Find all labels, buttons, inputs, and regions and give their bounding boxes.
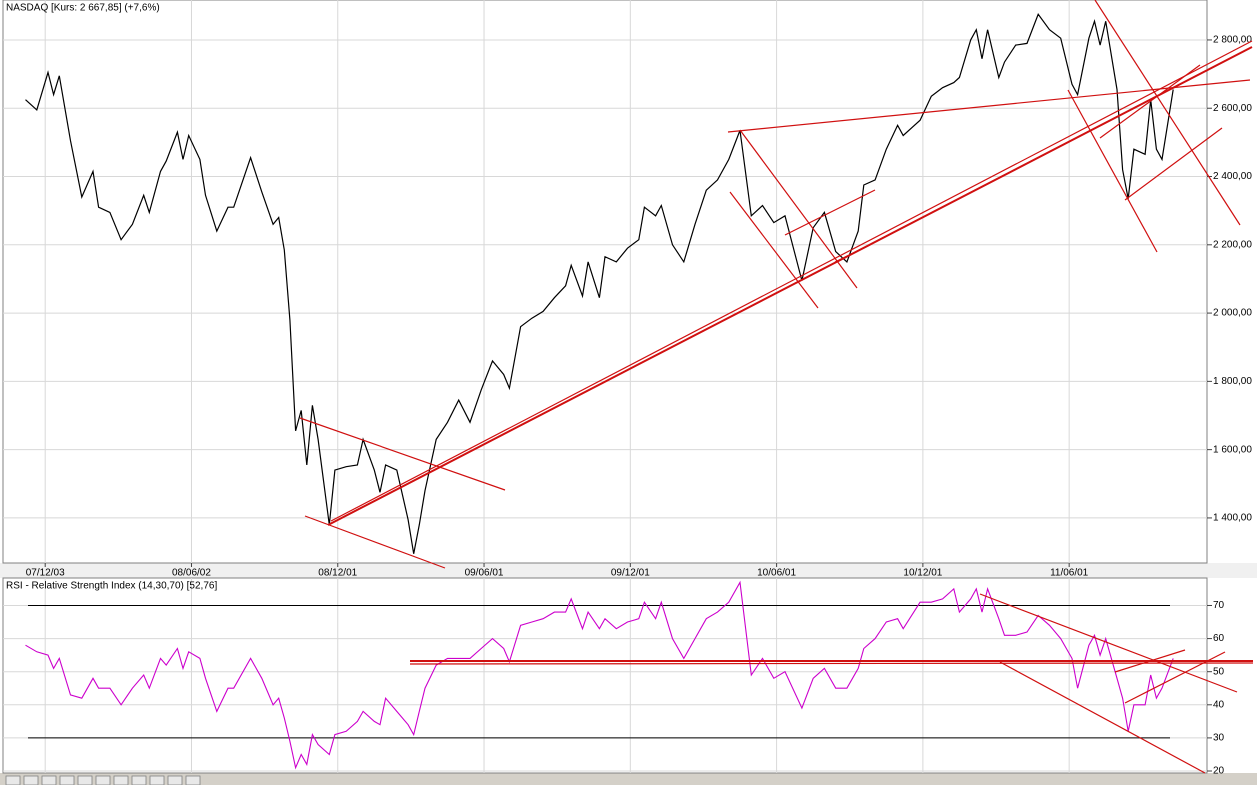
x-tick-label: 11/06/01 [1050,568,1089,579]
trend-line [979,593,1238,693]
tab[interactable] [131,775,147,785]
y-tick-label: 30 [1213,733,1225,744]
tab[interactable] [167,775,183,785]
chart-title: RSI - Relative Strength Index (14,30,70)… [6,581,217,592]
tab[interactable] [113,775,129,785]
y-tick-label: 1 600,00 [1213,444,1252,455]
plot-area [2,0,1208,564]
status-bar [0,773,1257,785]
tab[interactable] [185,775,201,785]
trend-line [1124,127,1223,201]
trend-line [729,191,819,309]
y-tick-label: 2 400,00 [1213,171,1252,182]
tab[interactable] [5,775,21,785]
tab[interactable] [77,775,93,785]
price-line [25,13,1174,554]
x-tick-label: 10/12/01 [903,568,942,579]
y-tick-label: 60 [1213,633,1225,644]
trend-line [739,129,858,289]
trend-line [1099,64,1201,139]
trend-line [1094,0,1241,226]
y-tick-label: 2 200,00 [1213,239,1252,250]
trend-line [330,40,1253,522]
date-strip [0,563,1257,578]
tab[interactable] [41,775,57,785]
tab[interactable] [95,775,111,785]
y-tick-label: 1 400,00 [1213,513,1252,524]
y-tick-label: 2 600,00 [1213,103,1252,114]
x-tick-label: 08/12/01 [318,568,357,579]
y-tick-label: 2 000,00 [1213,308,1252,319]
y-tick-label: 40 [1213,699,1225,710]
trend-line [327,46,1253,526]
y-tick-label: 50 [1213,666,1225,677]
x-tick-label: 09/06/01 [465,568,504,579]
x-tick-label: 09/12/01 [611,568,650,579]
trend-line [304,515,446,569]
x-tick-label: 10/06/01 [757,568,796,579]
y-tick-label: 20 [1213,766,1225,777]
trend-line [409,662,1254,665]
x-tick-label: 08/06/02 [172,568,211,579]
trend-line [784,189,876,236]
tab[interactable] [59,775,75,785]
tabs [5,775,201,785]
y-tick-label: 1 800,00 [1213,376,1252,387]
trend-line [999,661,1206,774]
trend-line [299,417,506,491]
y-tick-label: 70 [1213,600,1225,611]
y-tick-label: 2 800,00 [1213,35,1252,46]
tab[interactable] [149,775,165,785]
trend-line [1114,649,1186,673]
trend-line [1067,89,1158,253]
chart-title: NASDAQ [Kurs: 2 667,85] (+7,6%) [6,3,160,14]
plot-area [2,577,1208,774]
tab[interactable] [23,775,39,785]
x-tick-label: 07/12/03 [26,568,65,579]
trend-line [834,244,871,263]
trend-line [727,79,1251,133]
trend-line [1124,651,1226,704]
price-line [25,580,1174,770]
trend-lines [299,0,1254,774]
